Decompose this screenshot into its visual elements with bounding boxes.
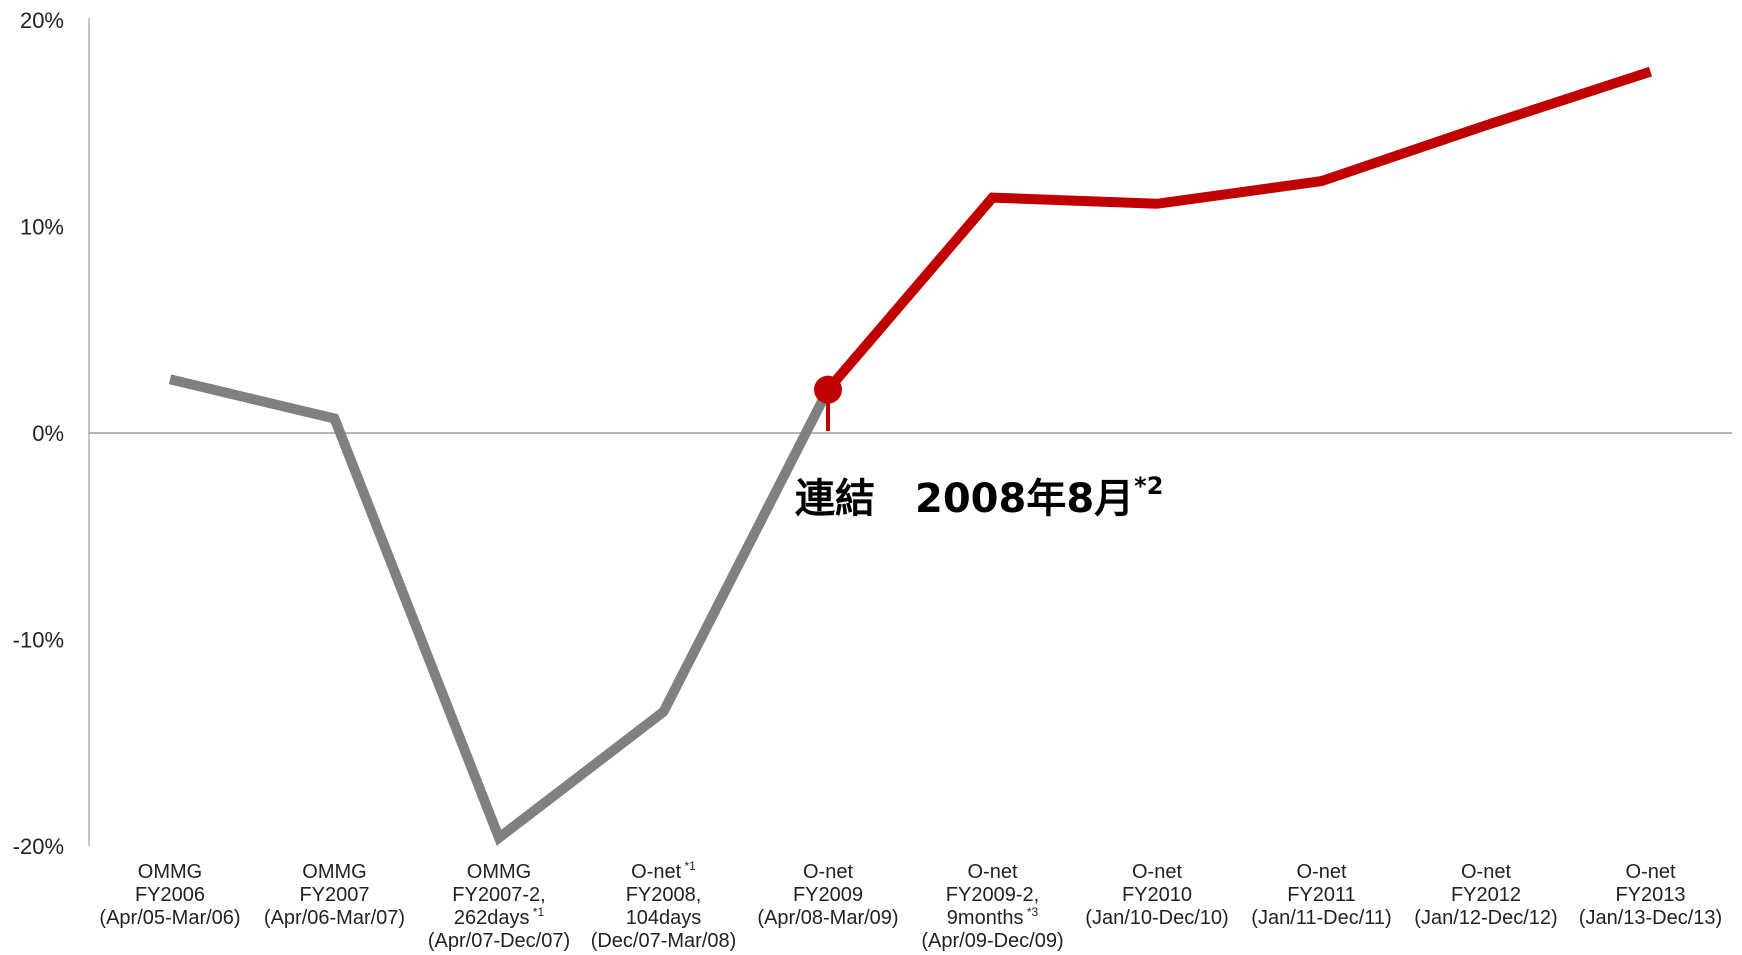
- y-axis-ticks: 20% 10% 0% -10% -20%: [13, 8, 64, 859]
- x-tick-label: O-net FY2009 (Apr/08-Mar/09): [757, 861, 898, 929]
- x-tick-label: OMMG FY2006 (Apr/05-Mar/06): [99, 861, 240, 929]
- x-tick-label: O-net FY2013 (Jan/13-Dec/13): [1579, 861, 1722, 929]
- x-tick-label: O-net FY2009-2, 9months *3 (Apr/09-Dec/09): [921, 861, 1063, 952]
- series-lines: [168, 66, 1653, 846]
- series-line-2: [824, 66, 1653, 393]
- x-axis-category-labels: OMMG FY2006 (Apr/05-Mar/06) OMMG FY2007 (Apr/…: [99, 859, 1722, 952]
- connection-marker: [814, 375, 842, 431]
- marker-dot: [814, 375, 842, 404]
- x-tick-label: OMMG FY2007 (Apr/06-Mar/07): [264, 861, 405, 929]
- series-line-1: [168, 374, 833, 846]
- x-tick-label: O-net FY2011 (Jan/11-Dec/11): [1251, 861, 1391, 929]
- x-tick-label: O-net FY2010 (Jan/10-Dec/10): [1085, 861, 1228, 929]
- y-tick-label: -10%: [13, 628, 64, 653]
- x-tick-label: O-net FY2012 (Jan/12-Dec/12): [1414, 861, 1557, 929]
- y-tick-label: 20%: [20, 8, 64, 33]
- annotation-text: 連結 2008年8月: [795, 476, 1134, 522]
- x-tick-label: O-net *1 FY2008, 104days (Dec/07-Mar/08): [591, 859, 737, 952]
- y-tick-label: 10%: [20, 215, 64, 240]
- annotation-footnote: *2: [1134, 472, 1163, 500]
- x-tick-label: OMMG FY2007-2, 262days *1 (Apr/07-Dec/07): [428, 861, 570, 952]
- y-tick-label: 0%: [32, 421, 64, 446]
- y-tick-label: -20%: [13, 834, 64, 859]
- annotation-label: 連結 2008年8月*2: [795, 472, 1163, 522]
